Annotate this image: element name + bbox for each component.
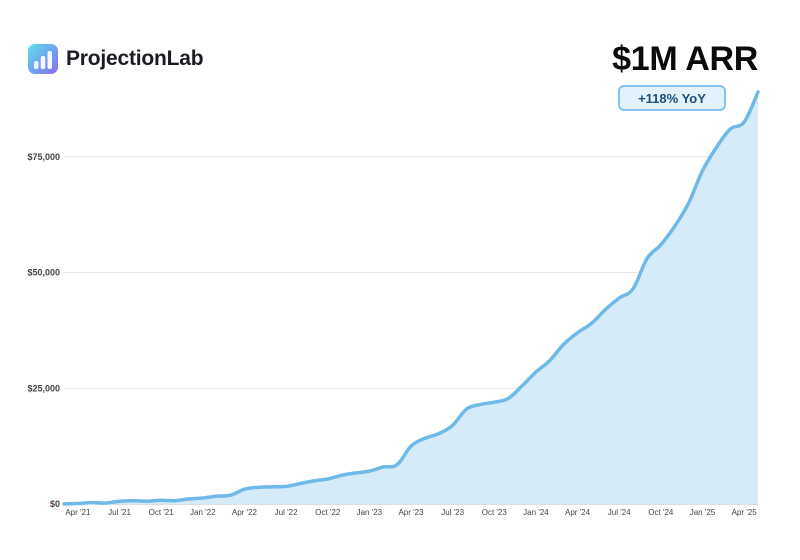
y-tick-label: $75,000 bbox=[27, 152, 60, 162]
area-fill bbox=[64, 92, 758, 504]
x-tick-label: Jan '23 bbox=[357, 508, 383, 517]
area-path bbox=[64, 92, 758, 504]
y-tick-label: $50,000 bbox=[27, 268, 60, 278]
x-tick-label: Jan '25 bbox=[690, 508, 716, 517]
y-axis-ticks: $0 $25,000 $50,000 $75,000 bbox=[27, 152, 60, 509]
x-tick-label: Apr '23 bbox=[398, 508, 424, 517]
x-tick-label: Jul '23 bbox=[441, 508, 464, 517]
x-tick-label: Jul '21 bbox=[108, 508, 131, 517]
y-tick-label: $0 bbox=[50, 499, 60, 509]
x-tick-label: Apr '21 bbox=[65, 508, 91, 517]
x-axis-ticks: Apr '21 Jul '21 Oct '21 Jan '22 Apr '22 Jul '… bbox=[65, 508, 757, 517]
y-tick-label: $25,000 bbox=[27, 383, 60, 393]
line-path bbox=[62, 90, 760, 506]
x-tick-label: Jan '22 bbox=[190, 508, 216, 517]
x-tick-label: Apr '22 bbox=[232, 508, 258, 517]
x-tick-label: Jul '22 bbox=[275, 508, 298, 517]
bar-chart-icon bbox=[28, 44, 58, 74]
x-tick-label: Jan '24 bbox=[523, 508, 549, 517]
brand: ProjectionLab bbox=[28, 44, 204, 74]
series-line bbox=[62, 90, 760, 506]
x-tick-label: Oct '24 bbox=[648, 508, 674, 517]
x-tick-label: Jul '24 bbox=[608, 508, 631, 517]
yoy-badge: +118% YoY bbox=[618, 85, 726, 111]
x-tick-label: Apr '25 bbox=[732, 508, 758, 517]
x-tick-label: Oct '21 bbox=[149, 508, 175, 517]
x-tick-label: Apr '24 bbox=[565, 508, 591, 517]
brand-name: ProjectionLab bbox=[66, 47, 204, 70]
headline: $1M ARR bbox=[612, 40, 758, 78]
x-tick-label: Oct '22 bbox=[315, 508, 341, 517]
x-tick-label: Oct '23 bbox=[482, 508, 508, 517]
